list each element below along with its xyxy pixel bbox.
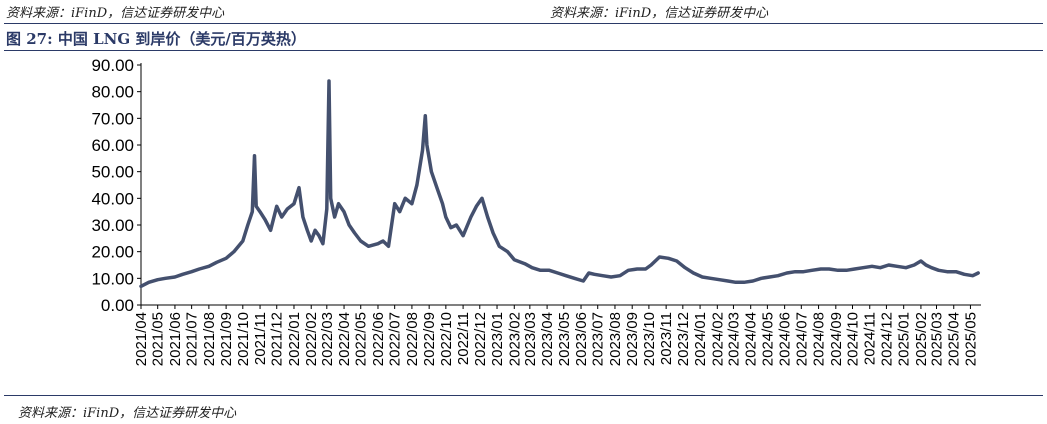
y-tick-label: 60.00 bbox=[91, 136, 134, 155]
x-tick-label: 2024/02 bbox=[709, 312, 726, 366]
x-tick-label: 2021/05 bbox=[150, 312, 167, 366]
x-tick-label: 2024/04 bbox=[743, 312, 760, 366]
x-tick-label: 2021/11 bbox=[252, 312, 269, 365]
x-tick-label: 2024/12 bbox=[878, 312, 895, 366]
y-tick-label: 20.00 bbox=[91, 243, 134, 262]
x-tick-label: 2025/03 bbox=[928, 312, 945, 366]
x-tick-label: 2022/11 bbox=[455, 312, 472, 365]
x-tick-label: 2023/11 bbox=[658, 312, 675, 365]
x-tick-label: 2024/11 bbox=[862, 312, 879, 365]
source-note-top-right: 资料来源：iFinD，信达证券研发中心 bbox=[550, 6, 769, 21]
x-tick-label: 2023/07 bbox=[590, 312, 607, 366]
figure-title: 图 27: 中国 LNG 到岸价（美元/百万英热） bbox=[6, 30, 306, 48]
x-tick-label: 2025/04 bbox=[946, 312, 963, 366]
x-tick-label: 2024/03 bbox=[725, 312, 742, 366]
x-tick-label: 2024/08 bbox=[811, 312, 828, 366]
x-tick-label: 2022/06 bbox=[370, 312, 387, 366]
x-tick-label: 2021/07 bbox=[184, 312, 201, 366]
plot-area bbox=[139, 79, 980, 289]
x-tick-label: 2022/02 bbox=[303, 312, 320, 366]
x-tick-label: 2025/02 bbox=[913, 312, 930, 366]
x-tick-label: 2022/08 bbox=[404, 312, 421, 366]
x-tick-label: 2025/05 bbox=[962, 312, 979, 366]
x-tick-label: 2021/09 bbox=[218, 312, 235, 366]
x-tick-label: 2023/04 bbox=[539, 312, 556, 366]
x-tick-label: 2022/09 bbox=[421, 312, 438, 366]
y-tick-label: 30.00 bbox=[91, 216, 134, 235]
x-tick-label: 2023/08 bbox=[607, 312, 624, 366]
x-tick-label: 2024/06 bbox=[777, 312, 794, 366]
x-tick-label: 2024/05 bbox=[759, 312, 776, 366]
title-divider bbox=[4, 50, 1043, 51]
y-tick-label: 10.00 bbox=[91, 269, 134, 288]
x-tick-label: 2023/03 bbox=[522, 312, 539, 366]
x-tick-label: 2023/06 bbox=[573, 312, 590, 366]
source-note-bottom: 资料来源：iFinD，信达证券研发中心 bbox=[18, 406, 237, 421]
x-tick-label: 2021/12 bbox=[269, 312, 286, 366]
x-tick-label: 2023/10 bbox=[641, 312, 658, 366]
header-divider bbox=[4, 23, 1043, 24]
y-tick-label: 0.00 bbox=[101, 296, 134, 315]
x-tick-label: 2022/04 bbox=[336, 312, 353, 366]
x-tick-label: 2024/09 bbox=[828, 312, 845, 366]
source-note-top-left: 资料来源：iFinD，信达证券研发中心 bbox=[6, 6, 225, 21]
x-tick-label: 2022/10 bbox=[438, 312, 455, 366]
x-tick-label: 2023/02 bbox=[506, 312, 523, 366]
x-tick-label: 2025/01 bbox=[896, 312, 913, 366]
x-tick-label: 2022/03 bbox=[319, 312, 336, 366]
x-tick-label: 2024/01 bbox=[692, 312, 709, 366]
x-tick-label: 2022/01 bbox=[286, 312, 303, 366]
x-tick-label: 2022/05 bbox=[353, 312, 370, 366]
series-line bbox=[139, 79, 980, 289]
x-tick-label: 2021/06 bbox=[167, 312, 184, 366]
y-axis: 0.00 10.00 20.00 30.00 40.00 50.00 60.00 70.00 8… bbox=[91, 56, 142, 315]
footer-divider bbox=[4, 395, 1043, 396]
y-tick-label: 80.00 bbox=[91, 83, 134, 102]
x-tick-label: 2022/07 bbox=[387, 312, 404, 366]
x-tick-label: 2024/07 bbox=[793, 312, 810, 366]
y-tick-label: 50.00 bbox=[91, 163, 134, 182]
y-tick-label: 40.00 bbox=[91, 189, 134, 208]
y-tick-label: 90.00 bbox=[91, 56, 134, 75]
x-tick-label: 2023/01 bbox=[489, 312, 506, 366]
x-tick-label: 2021/04 bbox=[133, 312, 150, 366]
x-tick-label: 2023/09 bbox=[624, 312, 641, 366]
x-tick-label: 2024/10 bbox=[844, 312, 861, 366]
x-axis: 2021/04 2021/05 2021/06 2021/07 2021/08 2021/… bbox=[133, 304, 981, 366]
x-tick-label: 2021/10 bbox=[235, 312, 252, 366]
x-tick-label: 2021/08 bbox=[201, 312, 218, 366]
x-tick-label: 2023/12 bbox=[675, 312, 692, 366]
x-tick-label: 2022/12 bbox=[472, 312, 489, 366]
y-tick-label: 70.00 bbox=[91, 109, 134, 128]
x-tick-label: 2023/05 bbox=[556, 312, 573, 366]
